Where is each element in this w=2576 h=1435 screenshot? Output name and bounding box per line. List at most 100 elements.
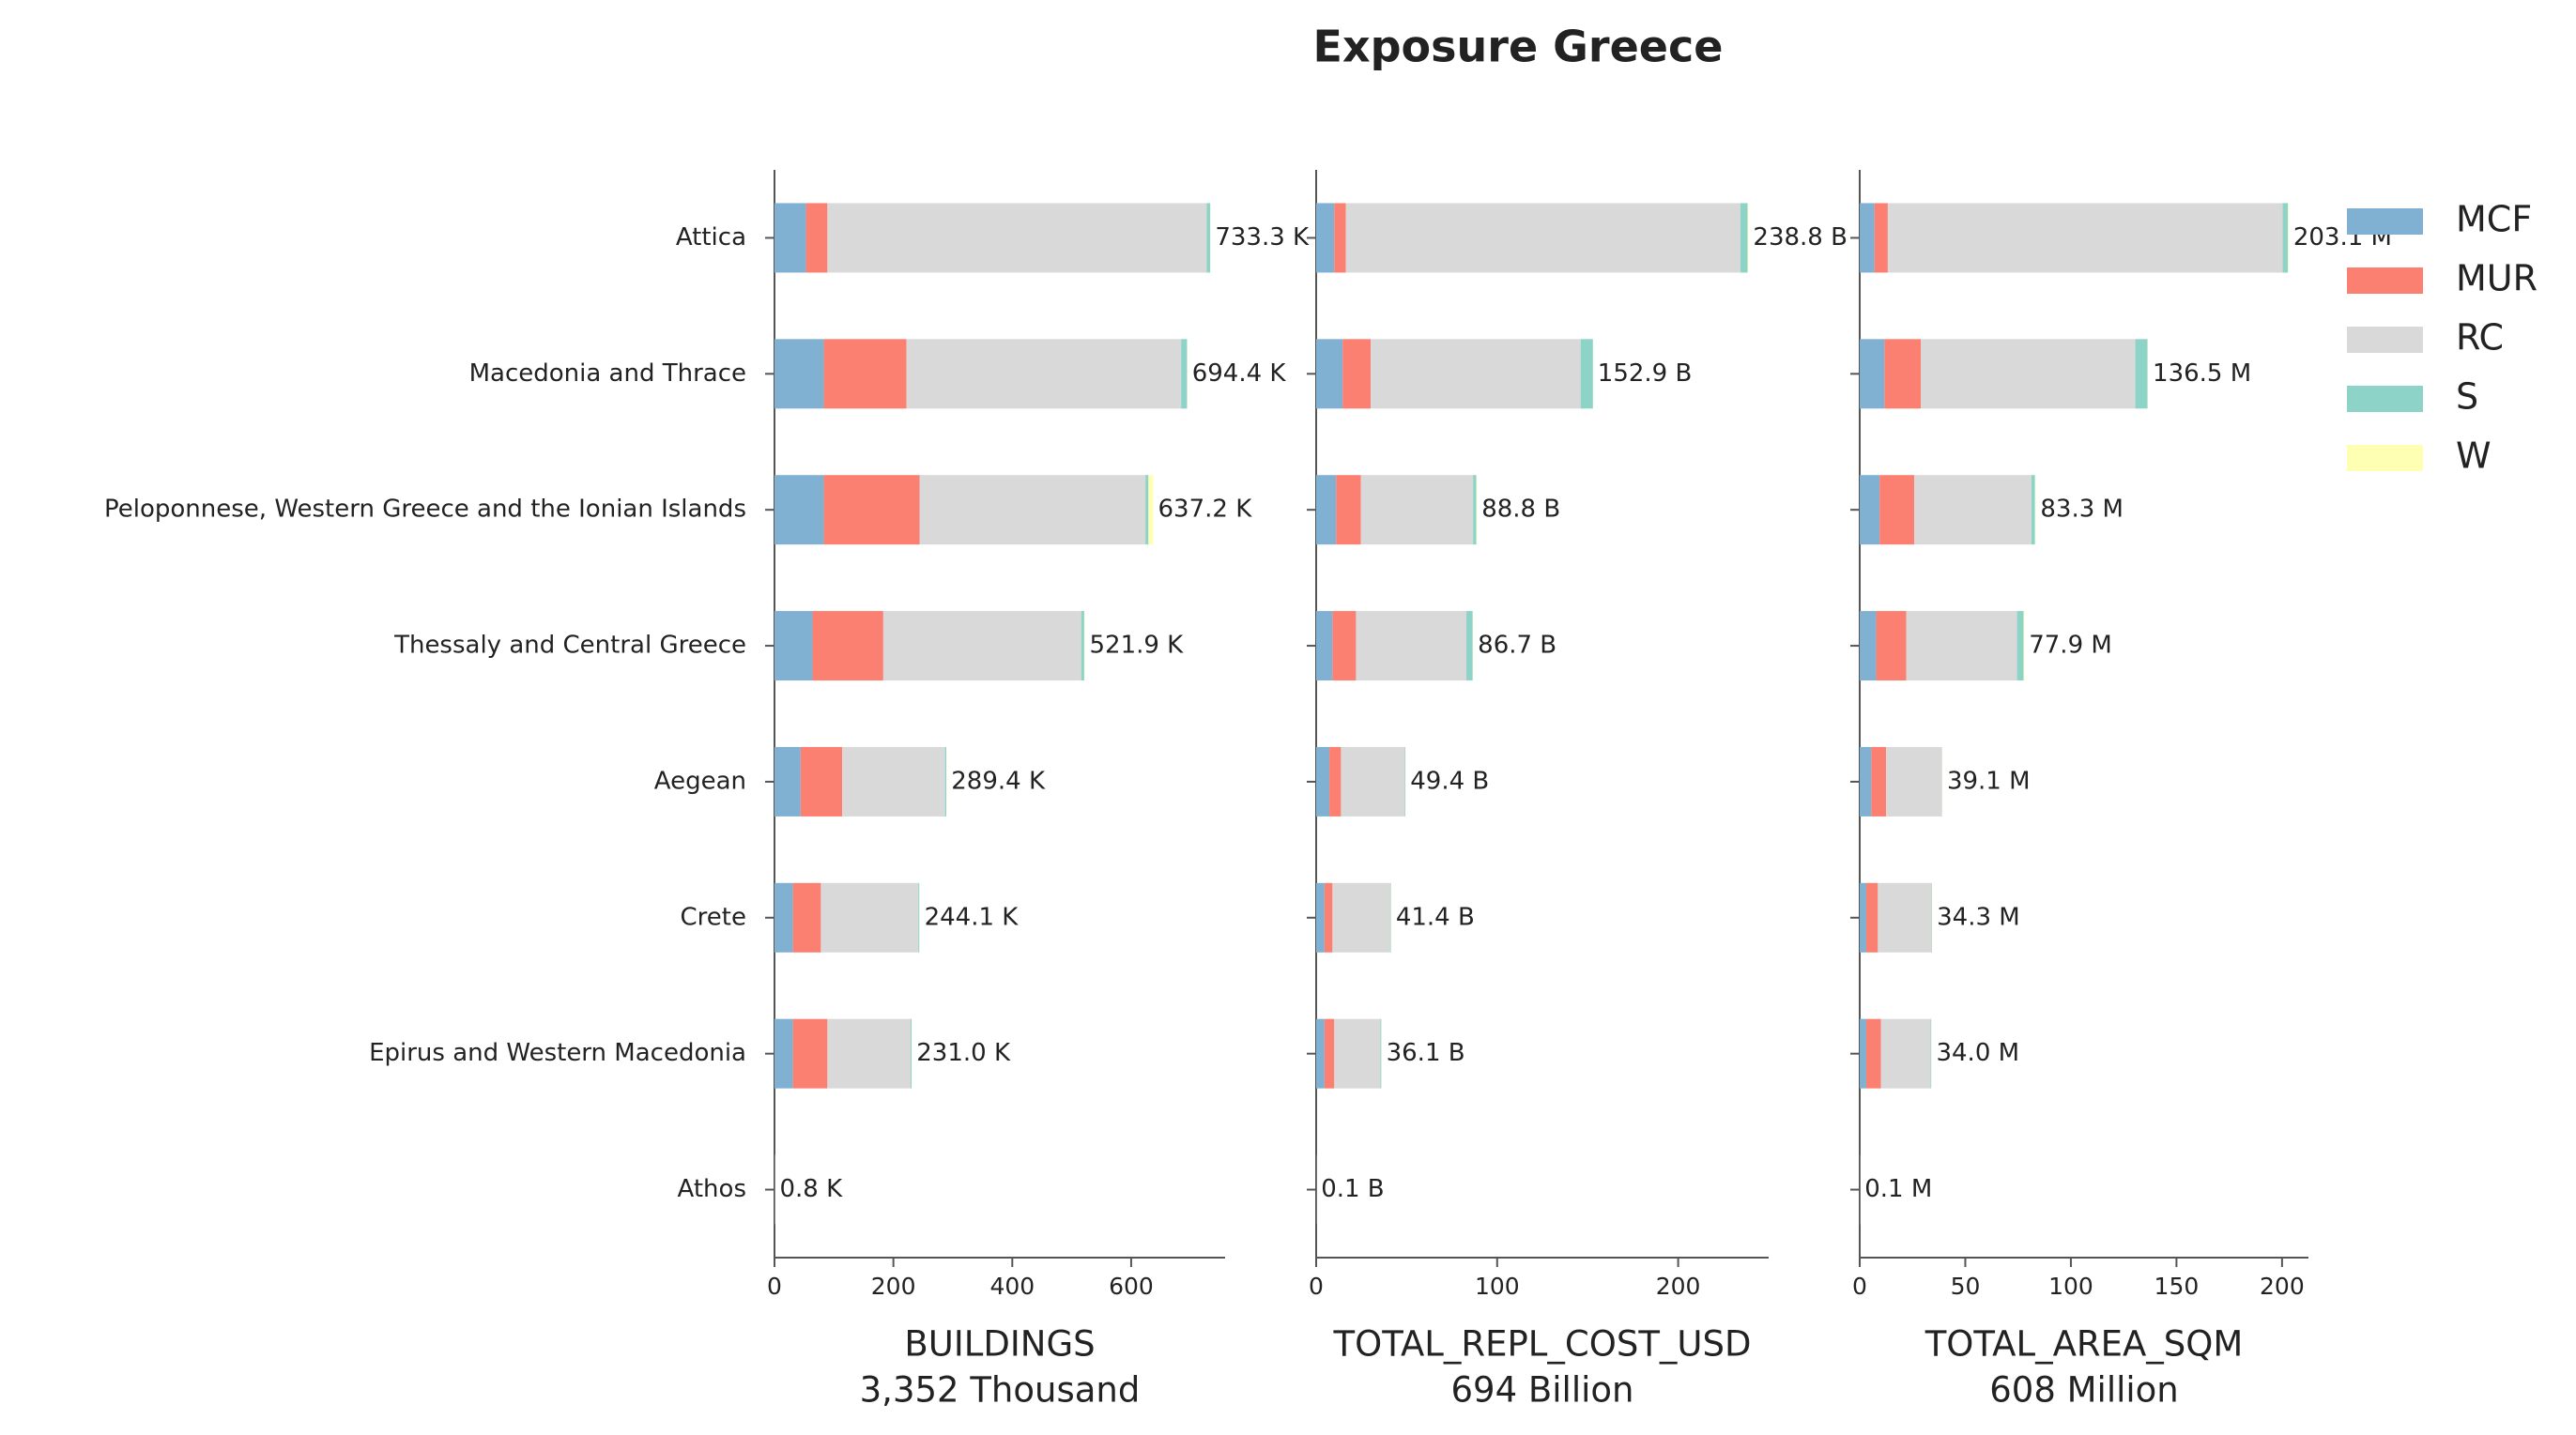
x-axis-label: 608 Million (1989, 1370, 2179, 1411)
total-label: 0.1 M (1864, 1175, 1932, 1203)
bar-segment (1860, 475, 1880, 545)
x-tick-label: 100 (1475, 1273, 1520, 1300)
total-label: 88.8 B (1481, 496, 1560, 524)
category-label: Attica (676, 223, 746, 252)
x-tick-label: 600 (1109, 1273, 1154, 1300)
total-label: 136.5 M (2153, 359, 2251, 388)
total-label: 34.0 M (1936, 1039, 2019, 1067)
bar-segment (1860, 746, 1872, 817)
bar-segment (792, 1018, 828, 1089)
bar-segment (1081, 611, 1084, 681)
bar-segment (774, 339, 824, 409)
bar-segment (842, 746, 945, 817)
bar-segment (1380, 1018, 1382, 1089)
bar-segment (1860, 203, 1875, 273)
x-tick-label: 200 (2260, 1273, 2305, 1300)
bar-segment (1341, 746, 1405, 817)
x-tick-label: 0 (1852, 1273, 1867, 1300)
legend-label: S (2456, 376, 2478, 418)
category-label: Epirus and Western Macedonia (369, 1039, 746, 1067)
bar-segment (1473, 475, 1477, 545)
category-label: Thessaly and Central Greece (393, 632, 746, 660)
bar-segment (1404, 746, 1406, 817)
total-label: 77.9 M (2029, 632, 2112, 660)
legend-label: MUR (2456, 258, 2538, 299)
bar-segment (1878, 882, 1932, 953)
bar-segment (1860, 611, 1877, 681)
bar-segment (1879, 475, 1915, 545)
total-label: 39.1 M (1947, 767, 2031, 795)
bar-segment (1356, 611, 1467, 681)
bar-segment (2135, 339, 2148, 409)
bar-segment (1476, 475, 1478, 545)
x-tick-label: 400 (989, 1273, 1035, 1300)
total-label: 0.8 K (780, 1175, 844, 1203)
bar-segment (1390, 882, 1391, 953)
bar-segment (1083, 611, 1085, 681)
bar-segment (919, 475, 1146, 545)
legend-swatch (2347, 267, 2423, 294)
bar-segment (800, 746, 843, 817)
chart-title: Exposure Greece (1313, 22, 1724, 72)
bar-segment (792, 882, 821, 953)
bar-segment (1332, 882, 1391, 953)
total-label: 694.4 K (1192, 359, 1287, 388)
legend-swatch (2347, 445, 2423, 471)
bar-segment (944, 746, 947, 817)
x-tick-label: 50 (1951, 1273, 1981, 1300)
x-tick-label: 100 (2048, 1273, 2093, 1300)
legend-label: W (2456, 435, 2492, 477)
bar-segment (906, 339, 1182, 409)
bar-segment (827, 203, 1207, 273)
legend-label: MCF (2456, 199, 2532, 240)
bar-segment (1371, 339, 1581, 409)
bar-segment (823, 339, 907, 409)
bar-segment (1316, 203, 1335, 273)
total-label: 49.4 B (1410, 767, 1489, 795)
total-label: 36.1 B (1387, 1039, 1465, 1067)
total-label: 41.4 B (1396, 903, 1475, 931)
x-axis-label: TOTAL_REPL_COST_USD (1333, 1324, 1752, 1365)
total-label: 733.3 K (1215, 223, 1310, 252)
bar-segment (1316, 475, 1337, 545)
total-label: 231.0 K (916, 1039, 1011, 1067)
bar-segment (1324, 1018, 1335, 1089)
bar-segment (1880, 1018, 1931, 1089)
bar-segment (1181, 339, 1188, 409)
total-label: 86.7 B (1478, 632, 1556, 660)
x-tick-label: 150 (2154, 1273, 2200, 1300)
bar-segment (1316, 1018, 1325, 1089)
bar-segment (1865, 1018, 1881, 1089)
bar-segment (1876, 611, 1907, 681)
bar-segment (1860, 1018, 1866, 1089)
bar-segment (2288, 203, 2289, 273)
legend-label: RC (2456, 317, 2504, 359)
category-label: Peloponnese, Western Greece and the Ioni… (104, 496, 746, 524)
bar-segment (1884, 339, 1922, 409)
bar-segment (1316, 611, 1333, 681)
total-label: 0.1 B (1321, 1175, 1384, 1203)
bar-segment (1580, 339, 1593, 409)
total-label: 521.9 K (1089, 632, 1184, 660)
bar-segment (1930, 1018, 1932, 1089)
bar-segment (1887, 203, 2283, 273)
bar-segment (1921, 339, 2136, 409)
total-label: 152.9 B (1598, 359, 1693, 388)
bar-segment (820, 882, 919, 953)
x-axis-label: TOTAL_AREA_SQM (1924, 1324, 2244, 1365)
bar-segment (2034, 475, 2036, 545)
bar-segment (1860, 339, 1885, 409)
x-axis-label: 694 Billion (1451, 1370, 1634, 1411)
bar-segment (882, 611, 1081, 681)
total-label: 83.3 M (2040, 496, 2124, 524)
bar-segment (774, 746, 801, 817)
total-label: 34.3 M (1937, 903, 2020, 931)
bar-segment (1145, 475, 1149, 545)
bar-segment (1316, 339, 1343, 409)
bar-segment (805, 203, 828, 273)
bar-segment (827, 1018, 912, 1089)
bar-segment (1316, 746, 1330, 817)
bar-segment (823, 475, 920, 545)
